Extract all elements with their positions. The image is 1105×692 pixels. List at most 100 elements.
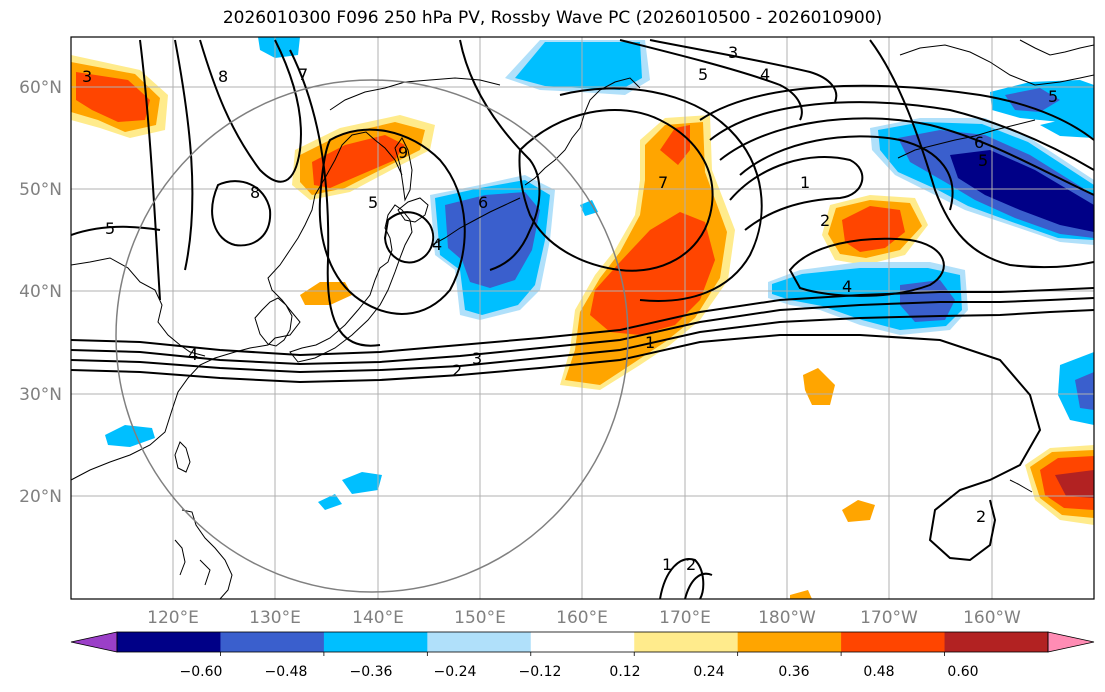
contour-label: 7 <box>658 173 668 192</box>
jet-contour-3 <box>71 309 1094 374</box>
colorbar-tick-label: 0.36 <box>778 664 809 680</box>
neg-anomaly-small-5 <box>1040 118 1094 138</box>
colorbar-tick-label: 0.24 <box>693 664 724 680</box>
contour-label: 2 <box>976 507 986 526</box>
contour-south-2 <box>684 572 713 599</box>
colorbar-tick-label: 0.12 <box>609 664 640 680</box>
lon-label: 180°W <box>758 608 816 628</box>
contour-low-inner <box>383 211 435 264</box>
plot-title: 2026010300 F096 250 hPa PV, Rossby Wave … <box>222 8 883 28</box>
jet-contour-2 <box>71 297 1094 366</box>
region-circle <box>115 79 629 593</box>
coast-philippines <box>174 509 233 599</box>
jet-contour-1 <box>71 287 1094 357</box>
colorbar-tick-label: −0.12 <box>519 664 562 680</box>
map-frame <box>70 36 1095 600</box>
lat-label: 20°N <box>19 487 62 507</box>
contour-label: 5 <box>1048 87 1058 106</box>
contour-west-loop <box>211 180 272 247</box>
lat-label: 60°N <box>19 78 62 98</box>
contour-label: 8 <box>218 67 228 86</box>
contour-west-ridge-2 <box>174 39 194 271</box>
coastlines <box>71 39 1094 599</box>
map-area: 3 8 7 8 5 5 4 3 5 4 6 7 9 5 1 2 4 4 3 2 … <box>71 37 1094 599</box>
neg-anomaly-small-4 <box>580 200 598 216</box>
colorbar-segment <box>427 632 532 652</box>
contour-label: 1 <box>800 173 810 192</box>
colorbar-segment <box>944 632 1049 652</box>
colorbar-ticks: −0.60 −0.48 −0.36 −0.24 −0.12 0.12 0.24 … <box>180 664 979 680</box>
contour-label: 4 <box>432 235 442 254</box>
lon-label: 130°E <box>249 608 301 628</box>
coast-kamchatka <box>524 77 641 186</box>
coast-ne-alaska <box>1019 39 1094 56</box>
colorbar-segment <box>737 632 842 652</box>
colorbar-segment <box>220 632 325 652</box>
contour-east-4 <box>709 101 1094 171</box>
contour-label: 3 <box>82 67 92 86</box>
colorbar-extend-min <box>70 631 118 653</box>
pv-contours <box>71 39 1094 599</box>
contour-ridge-7b <box>559 87 763 302</box>
contour-label: 4 <box>188 345 198 364</box>
contour-label: 5 <box>105 219 115 238</box>
colorbar-tick-label: 0.48 <box>863 664 894 680</box>
colorbar-tick-label: −0.36 <box>350 664 393 680</box>
coast-japan <box>289 204 413 363</box>
contour-west-ridge <box>139 39 161 301</box>
lat-label: 50°N <box>19 180 62 200</box>
colorbar-extend-max <box>1047 631 1095 653</box>
pc-shading <box>71 37 1094 599</box>
contour-label: 4 <box>842 277 852 296</box>
neg-anomaly-small-2 <box>342 472 382 494</box>
contour-label: 5 <box>698 65 708 84</box>
pos-anomaly-small-2 <box>803 368 835 405</box>
contour-label: 3 <box>472 349 482 368</box>
contour-east-1 <box>729 156 864 231</box>
lat-label: 40°N <box>19 282 62 302</box>
contour-label: 2 <box>820 211 830 230</box>
lon-label: 150°E <box>454 608 506 628</box>
pos-anomaly-small-3 <box>842 500 875 522</box>
contour-trough-5 <box>459 39 541 271</box>
contour-label: 1 <box>662 555 672 574</box>
lon-label: 170°W <box>860 608 918 628</box>
contour-label: 8 <box>250 183 260 202</box>
coast-aleutian <box>897 119 1036 159</box>
contour-ridge-top-2 <box>649 39 838 103</box>
contour-east-far <box>869 39 1094 269</box>
contour-south-1 <box>659 558 705 599</box>
coast-kuril <box>431 197 521 246</box>
coast-hokkaido <box>397 197 429 223</box>
contour-label: 6 <box>478 193 488 212</box>
contour-east-loop <box>788 237 945 297</box>
colorbar-tick-label: −0.60 <box>180 664 223 680</box>
lon-label: 160°W <box>963 608 1021 628</box>
pos-anomaly-small-1 <box>300 282 352 305</box>
contour-label: 5 <box>368 193 378 212</box>
neg-anomaly-small-3 <box>318 494 342 510</box>
lon-axis: 120°E 130°E 140°E 150°E 160°E 170°E 180°… <box>147 608 1021 628</box>
colorbar <box>70 631 1095 656</box>
coast-taiwan <box>174 441 191 473</box>
colorbar-tick-label: −0.24 <box>434 664 477 680</box>
neg-anomaly-small-1 <box>105 425 155 447</box>
lon-label: 160°E <box>556 608 608 628</box>
jet-contour-4 <box>71 334 1042 562</box>
lat-label: 30°N <box>19 385 62 405</box>
lat-axis: 60°N 50°N 40°N 30°N 20°N <box>19 78 62 507</box>
coast-sakhalin <box>394 137 413 202</box>
contour-label: 2 <box>686 555 696 574</box>
lon-label: 140°E <box>352 608 404 628</box>
contour-west-5 <box>71 225 161 236</box>
contour-east-3 <box>719 117 1094 196</box>
colorbar-frame <box>116 631 1049 653</box>
coast-alaska <box>899 44 1094 86</box>
contour-label: 3 <box>728 43 738 62</box>
contour-label: 5 <box>978 151 988 170</box>
contour-low-center <box>318 128 466 315</box>
contour-east-2 <box>739 135 954 211</box>
contour-label: 7 <box>298 65 308 84</box>
colorbar-segment <box>634 632 739 652</box>
